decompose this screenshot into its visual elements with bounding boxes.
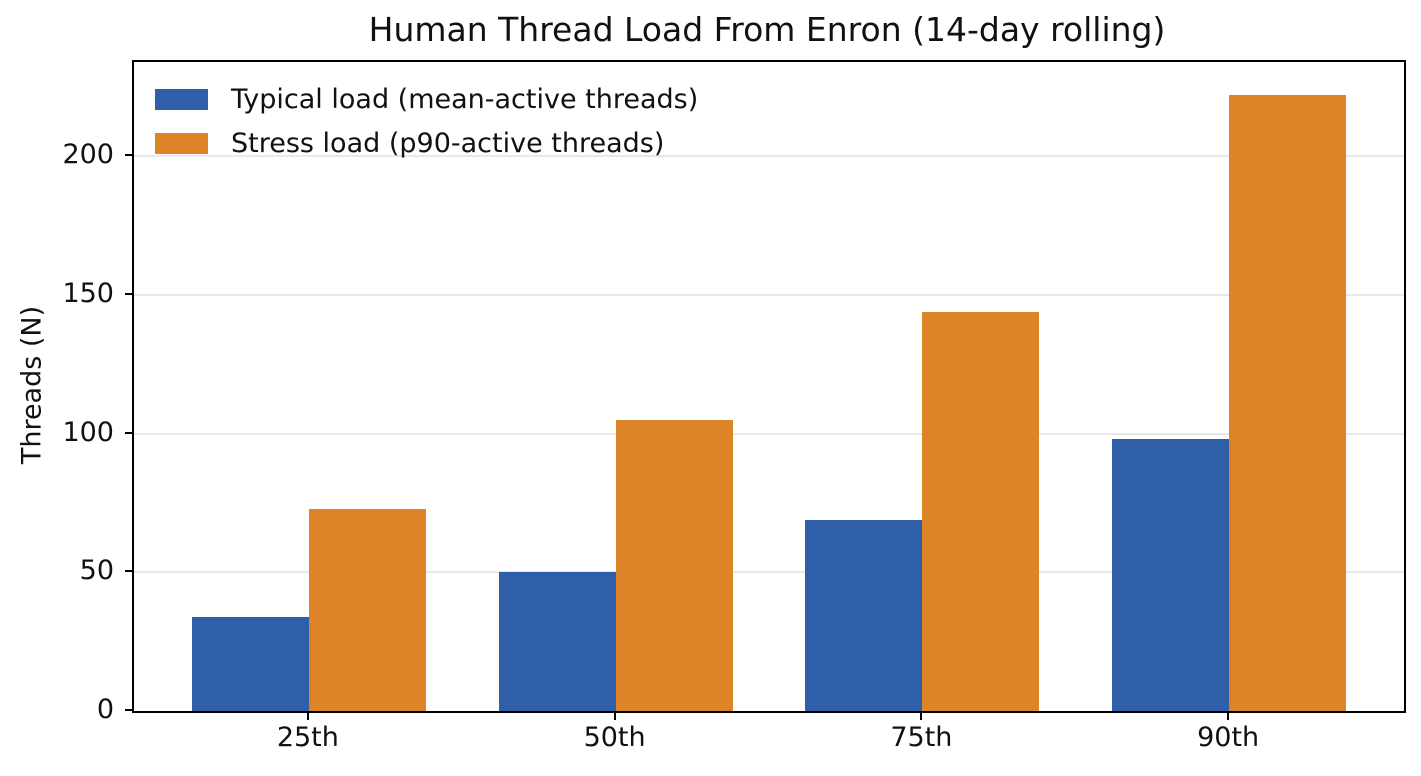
y-tick-label-150: 150 [62, 277, 114, 309]
bar-typical-25th [191, 616, 309, 711]
x-tick-label-75th: 75th [890, 722, 953, 753]
x-tick-mark-50th [613, 711, 616, 720]
gridline-y-50 [134, 571, 1404, 574]
bar-stress-50th [615, 419, 733, 711]
x-tick-mark-90th [1227, 711, 1230, 720]
legend-label-typical: Typical load (mean-active threads) [231, 84, 699, 115]
bar-typical-90th [1112, 439, 1230, 711]
y-tick-mark-200 [125, 154, 134, 157]
bar-stress-75th [922, 311, 1040, 711]
x-tick-label-25th: 25th [276, 722, 339, 753]
bar-typical-50th [498, 572, 616, 711]
y-tick-mark-100 [125, 431, 134, 434]
legend-row-typical: Typical load (mean-active threads) [155, 84, 698, 115]
x-tick-mark-25th [306, 711, 309, 720]
bar-stress-90th [1229, 95, 1347, 711]
legend-swatch-stress [155, 133, 208, 154]
x-tick-label-90th: 90th [1197, 722, 1260, 753]
legend-row-stress: Stress load (p90-active threads) [155, 128, 698, 159]
chart-title: Human Thread Load From Enron (14-day rol… [368, 10, 1166, 49]
x-tick-label-50th: 50th [583, 722, 646, 753]
y-tick-mark-0 [125, 709, 134, 711]
legend-swatch-typical [155, 89, 208, 110]
bar-stress-25th [308, 508, 426, 711]
legend-label-stress: Stress load (p90-active threads) [231, 128, 665, 159]
plot-area: Typical load (mean-active threads) Stress… [132, 60, 1406, 713]
x-tick-mark-75th [920, 711, 923, 720]
bar-typical-75th [805, 519, 923, 711]
gridline-y-150 [134, 293, 1404, 296]
y-tick-label-0: 0 [96, 694, 114, 725]
gridline-y-200 [134, 155, 1404, 158]
y-tick-mark-150 [125, 292, 134, 295]
y-tick-label-50: 50 [79, 555, 114, 587]
y-tick-mark-50 [125, 570, 134, 573]
y-tick-label-100: 100 [62, 416, 114, 448]
y-tick-label-200: 200 [62, 139, 114, 171]
gridline-y-100 [134, 432, 1404, 435]
legend: Typical load (mean-active threads) Stress… [155, 84, 698, 172]
